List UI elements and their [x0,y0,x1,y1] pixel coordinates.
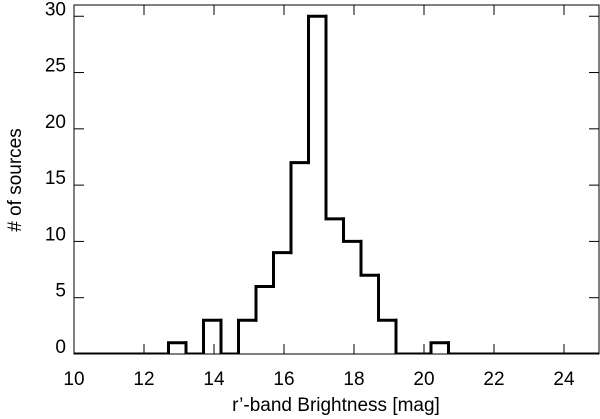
x-tick-label: 22 [483,369,504,390]
y-tick-label: 30 [45,0,66,20]
y-tick-label: 25 [45,56,66,77]
bar [342,217,363,243]
x-tick-label: 10 [63,369,84,390]
x-tick-label: 20 [413,369,434,390]
bar [254,284,275,322]
y-axis-label: # of sources [5,128,26,232]
x-tick-label: 14 [203,369,225,390]
bar [272,251,293,288]
x-tick-label: 24 [553,369,575,390]
bar [447,341,468,354]
y-tick-label: 20 [45,112,66,133]
y-tick-label: 10 [45,224,66,245]
y-tick-label: 15 [45,168,66,189]
bar [184,341,205,354]
bar [394,318,415,354]
bar [237,318,258,354]
bar [429,341,450,354]
bar [307,14,328,165]
x-tick-label: 16 [273,369,294,390]
x-tick-label: 18 [343,369,364,390]
bar [324,14,345,221]
y-tick-label: 0 [55,337,66,358]
bar [289,161,310,255]
bar [202,318,223,354]
plot-frame [73,4,600,355]
bar [359,239,380,277]
bar [377,273,398,322]
x-axis-label: r’-band Brightness [mag] [232,395,440,416]
bar [167,341,188,354]
y-tick-label: 5 [55,281,66,302]
x-tick-label: 12 [133,369,154,390]
histogram [74,14,599,354]
bar [219,318,240,354]
